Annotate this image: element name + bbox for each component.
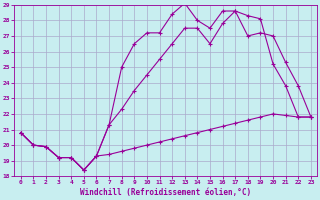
X-axis label: Windchill (Refroidissement éolien,°C): Windchill (Refroidissement éolien,°C)	[80, 188, 252, 197]
